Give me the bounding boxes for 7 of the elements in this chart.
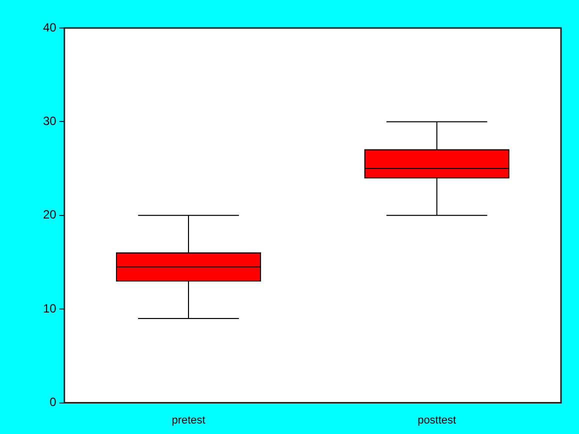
y-tick-label: 40 (42, 20, 57, 34)
y-tick-label: 20 (42, 208, 57, 222)
x-tick-label: posttest (418, 414, 456, 426)
y-tick-label: 0 (50, 395, 57, 410)
y-tick-label: 10 (42, 301, 57, 316)
x-tick-label: pretest (172, 414, 206, 426)
y-tick-label: 30 (42, 114, 57, 128)
